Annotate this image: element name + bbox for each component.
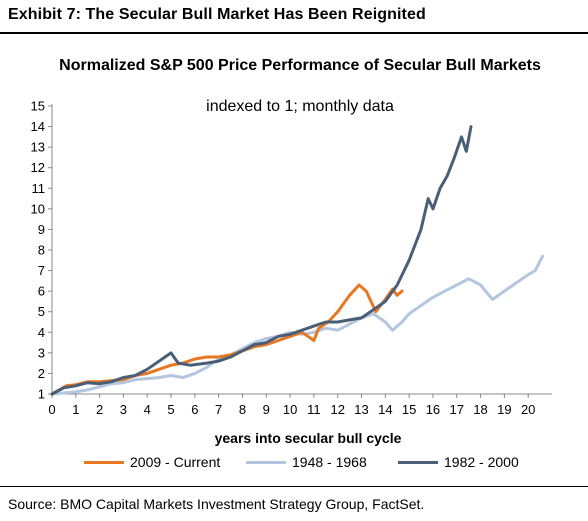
bottom-rule	[0, 486, 588, 487]
x-tick-label: 10	[283, 402, 297, 417]
legend-label-1982: 1982 - 2000	[444, 454, 519, 470]
y-tick-label: 4	[38, 325, 45, 340]
x-tick-label: 5	[167, 402, 174, 417]
y-tick-label: 11	[32, 181, 46, 196]
x-tick-label: 3	[120, 402, 127, 417]
legend-swatch-1982	[398, 460, 438, 464]
y-tick-label: 10	[31, 201, 45, 216]
chart-title: Normalized S&P 500 Price Performance of …	[59, 57, 541, 74]
x-tick-label: 19	[497, 402, 511, 417]
series-line-2009	[50, 283, 404, 396]
x-tick-label: 12	[330, 402, 344, 417]
y-tick-label: 8	[38, 243, 45, 258]
x-tick-label: 15	[402, 402, 416, 417]
legend-item-2009: 2009 - Current	[84, 453, 220, 471]
series-line-1948	[50, 254, 544, 396]
x-tick-label: 20	[521, 402, 535, 417]
legend-swatch-1948	[246, 460, 286, 464]
x-tick-label: 9	[263, 402, 270, 417]
x-tick-label: 16	[426, 402, 440, 417]
y-tick-label: 14	[31, 119, 45, 134]
x-tick-label: 13	[354, 402, 368, 417]
y-tick-label: 1	[38, 387, 45, 402]
y-tick-label: 5	[38, 304, 45, 319]
x-tick-label: 7	[215, 402, 222, 417]
x-tick-label: 4	[144, 402, 151, 417]
x-tick-label: 14	[378, 402, 392, 417]
x-tick-label: 17	[450, 402, 464, 417]
y-tick-label: 7	[38, 263, 45, 278]
y-tick-label: 15	[31, 99, 45, 114]
legend-item-1948: 1948 - 1968	[246, 453, 367, 471]
x-axis-label: years into secular bull cycle	[215, 430, 402, 446]
y-tick-label: 12	[31, 160, 45, 175]
x-tick-label: 18	[473, 402, 487, 417]
chart-subtitle: indexed to 1; monthly data	[206, 98, 394, 115]
top-rule	[0, 32, 588, 34]
y-tick-label: 6	[38, 284, 45, 299]
source-note: Source: BMO Capital Markets Investment S…	[8, 496, 425, 512]
legend-label-2009: 2009 - Current	[130, 454, 221, 470]
y-tick-label: 2	[38, 366, 45, 381]
x-tick-label: 1	[72, 402, 79, 417]
x-tick-label: 6	[191, 402, 198, 417]
legend-item-1982: 1982 - 2000	[398, 453, 519, 471]
x-tick-label: 2	[96, 402, 103, 417]
x-tick-label: 11	[307, 402, 321, 417]
y-tick-label: 3	[38, 345, 45, 360]
y-tick-label: 13	[31, 140, 45, 155]
legend-swatch-2009	[84, 460, 124, 464]
exhibit-title: Exhibit 7: The Secular Bull Market Has B…	[8, 6, 426, 23]
legend-label-1948: 1948 - 1968	[292, 454, 367, 470]
y-tick-label: 9	[38, 222, 45, 237]
series-line-1982	[50, 125, 473, 396]
x-tick-label: 8	[239, 402, 246, 417]
x-tick-label: 0	[48, 402, 55, 417]
